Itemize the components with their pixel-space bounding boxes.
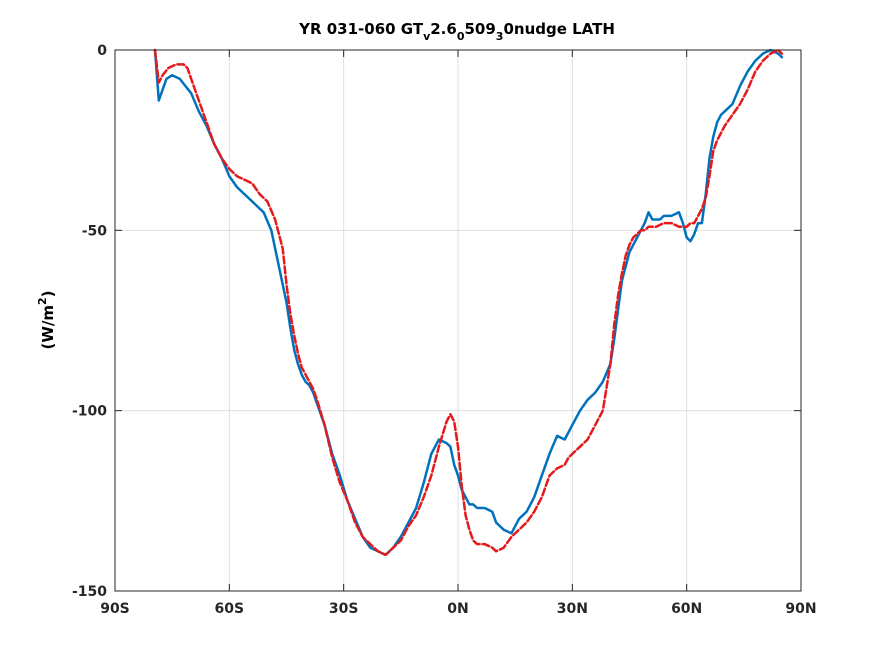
x-tick-label: 60N <box>671 601 702 617</box>
y-tick-label: -100 <box>72 404 107 420</box>
x-tick-label: 0N <box>447 601 468 617</box>
series-line-2 <box>153 48 784 557</box>
x-tick-label: 30S <box>329 601 359 617</box>
y-tick-label: -150 <box>72 584 107 600</box>
series-layer <box>153 48 784 557</box>
axis-ticks: 90S 60S 30S 0N 30N 60N 90N 0 -50 -100 -150 <box>72 43 817 617</box>
x-tick-label: 90N <box>785 601 816 617</box>
y-axis-label: (W/m2) <box>36 290 57 349</box>
y-tick-label: -50 <box>82 223 108 239</box>
x-tick-label: 90S <box>100 601 130 617</box>
x-tick-label: 30N <box>557 601 588 617</box>
chart-title: YR 031-060 GTv2.6050930nudge LATH <box>298 20 615 43</box>
y-tick-label: 0 <box>97 43 107 59</box>
series-line-1 <box>153 48 784 557</box>
x-tick-label: 60S <box>215 601 245 617</box>
